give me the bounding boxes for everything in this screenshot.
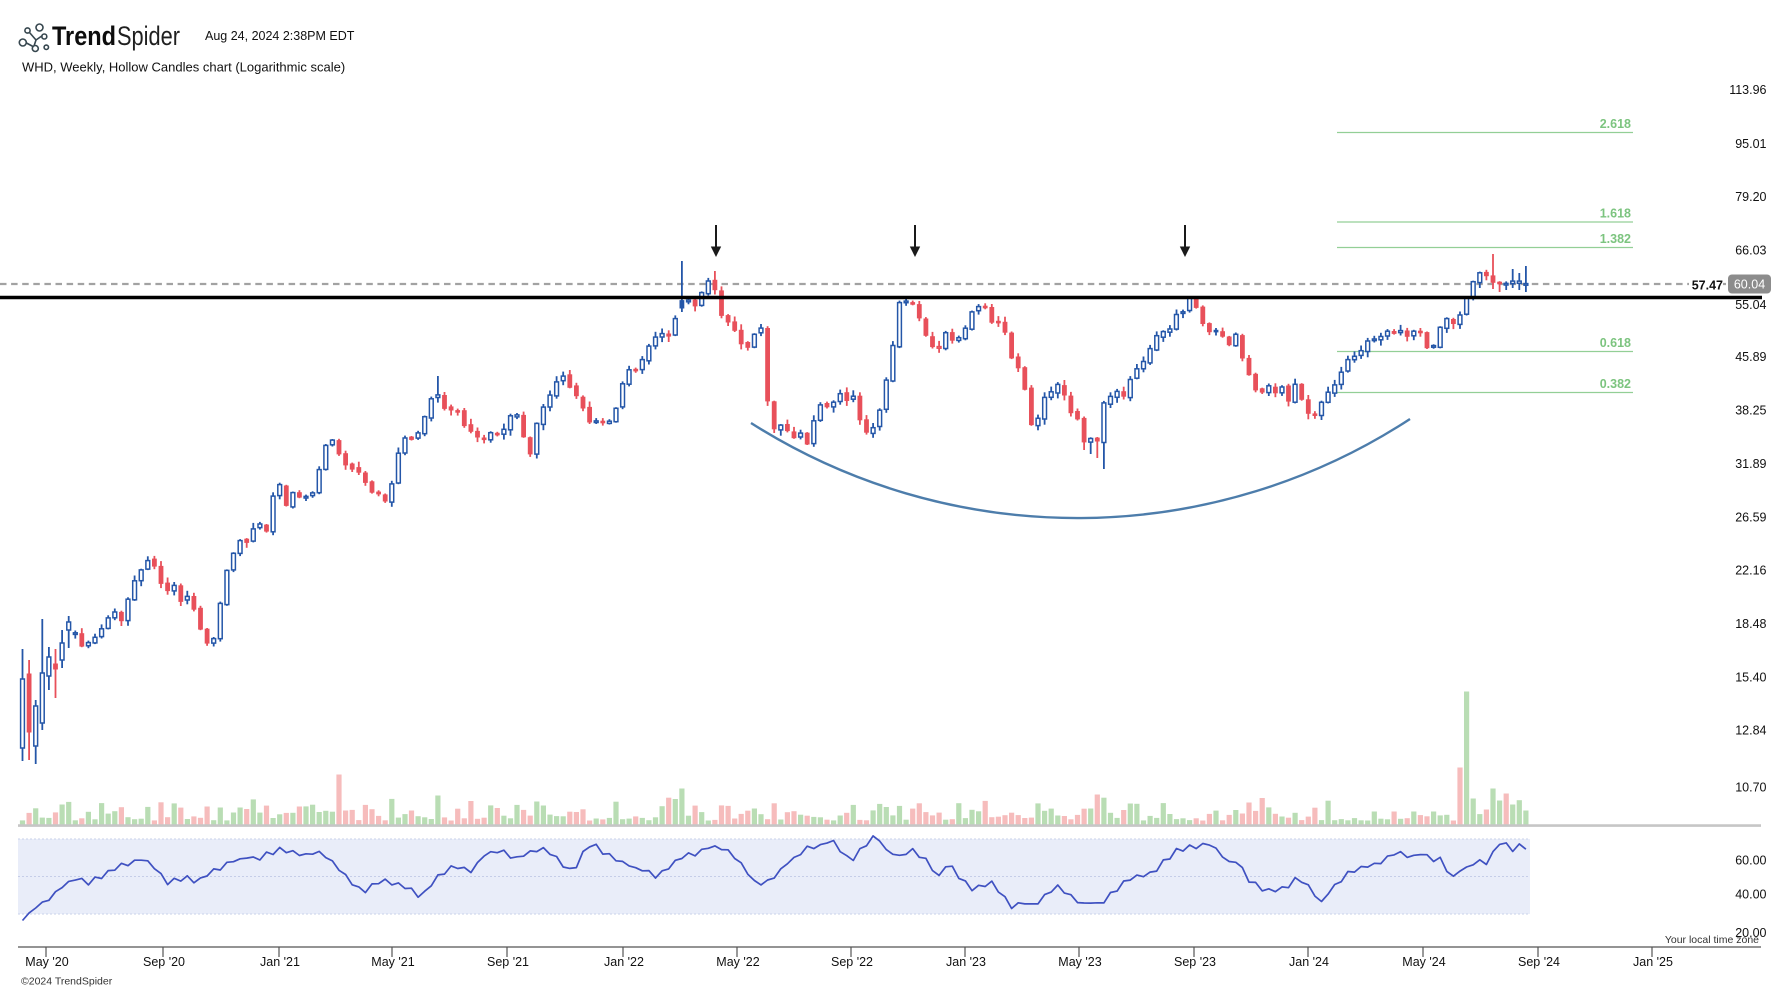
svg-text:18.48: 18.48 [1735,617,1766,631]
svg-text:Jan '21: Jan '21 [260,955,300,969]
svg-text:May '22: May '22 [716,955,759,969]
svg-text:22.16: 22.16 [1735,563,1766,577]
svg-text:©2024 TrendSpider: ©2024 TrendSpider [21,976,113,988]
svg-text:20.00: 20.00 [1735,926,1766,940]
svg-text:60.00: 60.00 [1735,853,1766,867]
svg-text:1.382: 1.382 [1600,232,1631,246]
svg-text:31.89: 31.89 [1735,457,1766,471]
svg-text:May '23: May '23 [1058,955,1101,969]
svg-text:12.84: 12.84 [1735,723,1766,737]
svg-text:38.25: 38.25 [1735,403,1766,417]
svg-text:15.40: 15.40 [1735,670,1766,684]
svg-text:Sep '22: Sep '22 [831,955,873,969]
svg-text:Spider: Spider [117,21,180,51]
svg-text:1.618: 1.618 [1600,207,1631,221]
svg-text:95.01: 95.01 [1735,137,1766,151]
svg-text:79.20: 79.20 [1735,190,1766,204]
svg-text:Your local time zone: Your local time zone [1665,934,1759,946]
svg-text:Trend: Trend [52,21,116,51]
svg-text:May '20: May '20 [25,955,68,969]
svg-text:Sep '20: Sep '20 [143,955,185,969]
svg-text:2.618: 2.618 [1600,117,1631,131]
svg-text:Jan '24: Jan '24 [1289,955,1329,969]
svg-text:26.59: 26.59 [1735,510,1766,524]
svg-text:Aug 24, 2024 2:38PM EDT: Aug 24, 2024 2:38PM EDT [205,29,355,43]
svg-text:66.03: 66.03 [1735,244,1766,258]
svg-text:Jan '22: Jan '22 [604,955,644,969]
svg-text:Sep '24: Sep '24 [1518,955,1560,969]
svg-text:Jan '23: Jan '23 [946,955,986,969]
svg-text:57.47: 57.47 [1692,279,1723,293]
svg-text:40.00: 40.00 [1735,887,1766,901]
svg-text:Jan '25: Jan '25 [1633,955,1673,969]
svg-text:Sep '23: Sep '23 [1174,955,1216,969]
svg-text:113.96: 113.96 [1729,83,1766,97]
svg-text:60.04: 60.04 [1734,278,1765,292]
svg-text:May '21: May '21 [371,955,414,969]
svg-text:WHD, Weekly, Hollow Candles ch: WHD, Weekly, Hollow Candles chart (Logar… [22,60,345,75]
svg-text:May '24: May '24 [1402,955,1445,969]
svg-text:55.04: 55.04 [1735,298,1766,312]
svg-text:0.618: 0.618 [1600,336,1631,350]
svg-text:Sep '21: Sep '21 [487,955,529,969]
svg-text:45.89: 45.89 [1735,350,1766,364]
svg-text:10.70: 10.70 [1735,780,1766,794]
svg-text:0.382: 0.382 [1600,377,1631,391]
